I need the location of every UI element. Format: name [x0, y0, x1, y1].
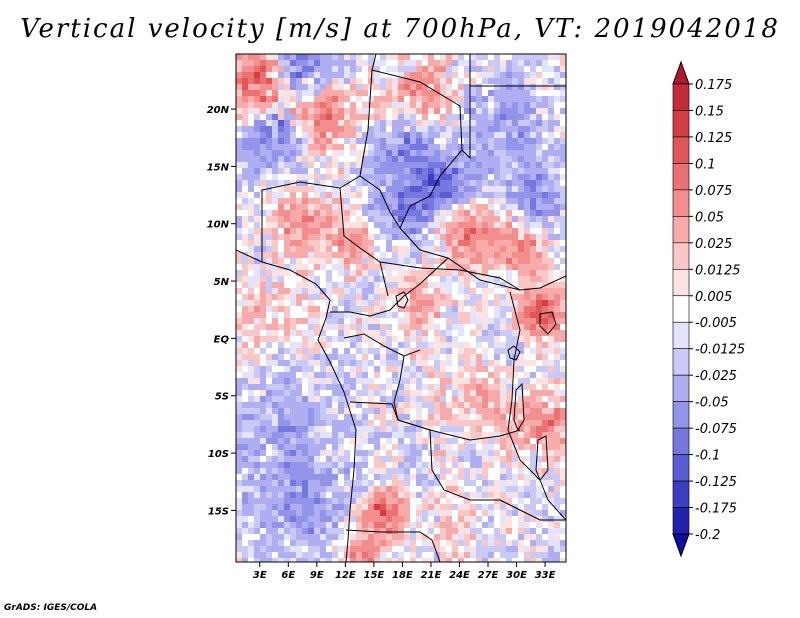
- x-axis: 3E 6E 9E 12E 15E 18E 21E 24E 27E 30E 33E: [253, 562, 556, 581]
- lake-outline: [539, 311, 557, 335]
- border-line: [379, 189, 401, 229]
- footer-credit: GrADS: IGES/COLA: [4, 603, 98, 613]
- x-tick-label: 3E: [253, 570, 267, 581]
- border-line: [461, 54, 471, 160]
- x-tick-label: 30E: [506, 570, 527, 581]
- colorbar-min-arrow: [672, 533, 690, 558]
- chart-title: Vertical velocity [m/s] at 700hPa, VT: 2…: [20, 14, 780, 44]
- colorbar-label: -0.125: [695, 475, 737, 490]
- y-tick-label: 5S: [215, 392, 229, 403]
- colorbar-label: -0.1: [695, 449, 720, 464]
- colorbar-label: 0.15: [695, 104, 724, 119]
- y-tick-label: 15N: [207, 162, 230, 173]
- colorbar-label: -0.0125: [695, 343, 745, 358]
- colorbar-swatch: [672, 401, 690, 429]
- lake-outline: [513, 382, 525, 432]
- border-line: [261, 175, 381, 262]
- colorbar-label: 0.125: [695, 131, 732, 146]
- border-line: [507, 291, 566, 521]
- colorbar-label: -0.075: [695, 422, 737, 437]
- lake-outline: [395, 291, 409, 309]
- colorbar-swatch: [672, 454, 690, 482]
- colorbar-label: 0.05: [695, 210, 724, 225]
- colorbar-label: -0.025: [695, 369, 737, 384]
- plot-frame: [235, 53, 567, 563]
- y-tick-label: 20N: [207, 105, 230, 116]
- border-line: [339, 187, 389, 297]
- colorbar-swatch: [672, 83, 690, 111]
- colorbar-label: -0.005: [695, 316, 737, 331]
- y-tick-label: 5N: [214, 277, 230, 288]
- x-tick-label: 21E: [421, 570, 442, 581]
- y-axis: 20N 15N 10N 5N EQ 5S 10S 15S: [207, 105, 236, 517]
- y-tick-label: 10N: [207, 220, 230, 231]
- x-tick-label: 12E: [335, 570, 356, 581]
- colorbar-swatch: [672, 163, 690, 191]
- x-tick-label: 9E: [310, 570, 324, 581]
- colorbar-label: 0.0125: [695, 263, 741, 278]
- colorbar-label: -0.05: [695, 396, 729, 411]
- colorbar-swatch: [672, 480, 690, 508]
- border-line: [371, 69, 566, 291]
- x-tick-label: 33E: [535, 570, 556, 581]
- colorbar-swatch: [672, 110, 690, 138]
- x-tick-label: 15E: [364, 570, 385, 581]
- colorbar: 0.175 0.15 0.125 0.1 0.075 0.05 0.025 0.0125 0.0…: [672, 60, 745, 558]
- x-tick-label: 6E: [281, 570, 295, 581]
- border-line: [343, 333, 421, 357]
- lake-outline: [507, 345, 521, 361]
- colorbar-label: 0.1: [695, 157, 716, 172]
- colorbar-swatch: [672, 321, 690, 350]
- velocity-field: [236, 54, 566, 562]
- colorbar-swatch: [672, 427, 690, 455]
- border-line: [359, 54, 377, 177]
- colorbar-swatch: [672, 136, 690, 164]
- colorbar-label: -0.2: [695, 528, 720, 543]
- colorbar-swatch: [672, 507, 690, 535]
- colorbar-label: 0.175: [695, 78, 732, 93]
- border-line: [499, 499, 566, 521]
- x-tick-label: 24E: [449, 570, 470, 581]
- colorbar-swatch: [672, 295, 690, 323]
- y-tick-label: 10S: [208, 449, 229, 460]
- colorbar-swatch: [672, 189, 690, 217]
- border-line: [379, 261, 521, 291]
- colorbar-swatch: [672, 348, 690, 376]
- y-tick-label: EQ: [214, 334, 230, 345]
- colorbar-max-arrow: [672, 60, 690, 85]
- border-line: [345, 529, 441, 562]
- colorbar-swatch: [672, 216, 690, 244]
- coastline: [236, 249, 357, 562]
- colorbar-swatch: [672, 242, 690, 270]
- y-tick-label: 15S: [208, 506, 229, 517]
- colorbar-label: 0.025: [695, 237, 732, 252]
- x-tick-label: 27E: [478, 570, 499, 581]
- colorbar-swatch: [672, 268, 690, 297]
- x-tick-label: 18E: [392, 570, 413, 581]
- lake-outline: [535, 435, 549, 481]
- colorbar-label: -0.175: [695, 502, 737, 517]
- map-borders: [236, 54, 566, 562]
- colorbar-label: 0.005: [695, 290, 732, 305]
- border-line: [349, 401, 521, 511]
- colorbar-label: 0.075: [695, 184, 732, 199]
- border-line: [330, 257, 449, 317]
- colorbar-swatch: [672, 374, 690, 402]
